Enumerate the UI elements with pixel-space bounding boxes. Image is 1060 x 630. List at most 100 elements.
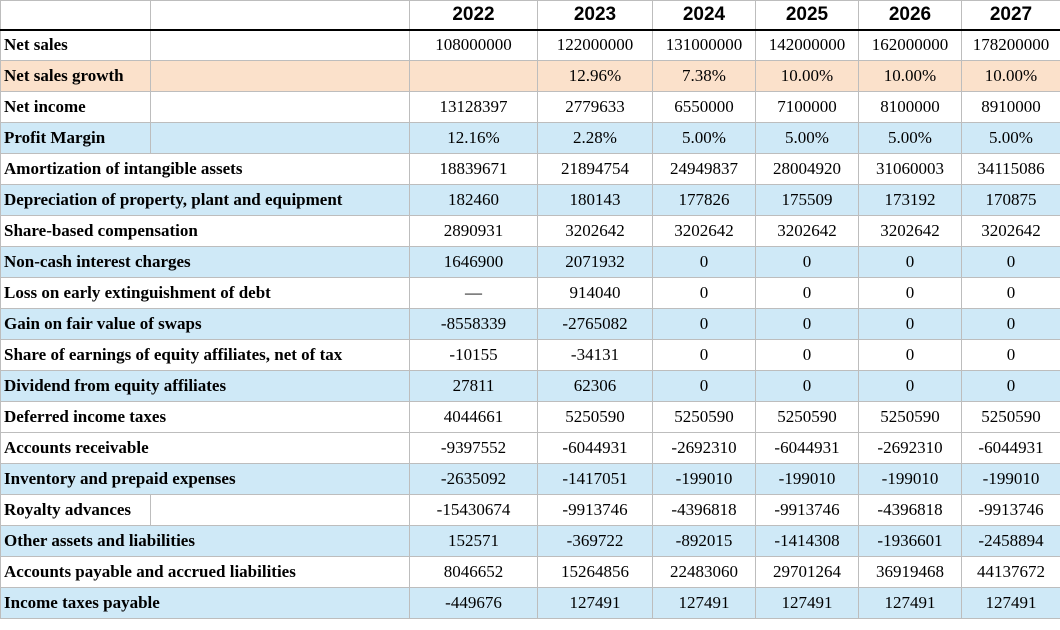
value-cell[interactable]: 29701264 [755,556,859,588]
value-cell[interactable]: -2692310 [652,432,756,464]
empty-cell[interactable] [150,587,410,619]
value-cell[interactable]: 5250590 [858,401,962,433]
row-label-cell[interactable]: Accounts receivable [0,432,151,464]
value-cell[interactable]: 3202642 [537,215,653,247]
value-cell[interactable]: 0 [858,246,962,278]
value-cell[interactable]: 178200000 [961,29,1060,61]
value-cell[interactable]: 5.00% [961,122,1060,154]
value-cell[interactable]: 44137672 [961,556,1060,588]
empty-cell[interactable] [150,246,410,278]
value-cell[interactable]: 36919468 [858,556,962,588]
value-cell[interactable]: -1936601 [858,525,962,557]
year-header[interactable]: 2022 [409,0,538,31]
value-cell[interactable]: 4044661 [409,401,538,433]
value-cell[interactable]: 5.00% [858,122,962,154]
empty-cell[interactable] [150,153,410,185]
value-cell[interactable]: 0 [858,308,962,340]
value-cell[interactable]: 5.00% [652,122,756,154]
value-cell[interactable]: 127491 [755,587,859,619]
row-label-cell[interactable]: Non-cash interest charges [0,246,191,278]
empty-cell[interactable] [150,432,410,464]
row-label-cell[interactable]: Net sales [0,29,151,61]
value-cell[interactable]: -10155 [409,339,538,371]
value-cell[interactable]: 2890931 [409,215,538,247]
value-cell[interactable]: 8910000 [961,91,1060,123]
value-cell[interactable]: 15264856 [537,556,653,588]
value-cell[interactable]: 1646900 [409,246,538,278]
value-cell[interactable]: -34131 [537,339,653,371]
value-cell[interactable]: 0 [755,370,859,402]
value-cell[interactable]: 0 [652,277,756,309]
row-label-cell[interactable]: Net income [0,91,151,123]
value-cell[interactable]: -2458894 [961,525,1060,557]
value-cell[interactable]: -9913746 [755,494,859,526]
value-cell[interactable]: 0 [755,339,859,371]
value-cell[interactable]: -199010 [961,463,1060,495]
value-cell[interactable]: 6550000 [652,91,756,123]
value-cell[interactable]: 127491 [537,587,653,619]
empty-cell[interactable] [150,215,410,247]
value-cell[interactable]: 0 [961,339,1060,371]
value-cell[interactable]: 177826 [652,184,756,216]
value-cell[interactable]: -1417051 [537,463,653,495]
row-label-cell[interactable]: Share-based compensation [0,215,198,247]
value-cell[interactable]: 152571 [409,525,538,557]
year-header[interactable]: 2024 [652,0,756,31]
value-cell[interactable]: 8100000 [858,91,962,123]
value-cell[interactable]: 13128397 [409,91,538,123]
value-cell[interactable]: 0 [755,277,859,309]
row-label-cell[interactable]: Share of earnings of equity affiliates, … [0,339,342,371]
empty-cell[interactable] [150,525,410,557]
value-cell[interactable]: 7.38% [652,60,756,92]
value-cell[interactable]: 12.16% [409,122,538,154]
value-cell[interactable]: 108000000 [409,29,538,61]
value-cell[interactable]: 0 [961,308,1060,340]
value-cell[interactable]: 142000000 [755,29,859,61]
value-cell[interactable]: 5250590 [537,401,653,433]
value-cell[interactable]: 2779633 [537,91,653,123]
value-cell[interactable]: 0 [858,370,962,402]
value-cell[interactable]: -892015 [652,525,756,557]
value-cell[interactable]: 2071932 [537,246,653,278]
value-cell[interactable]: 127491 [961,587,1060,619]
row-label-cell[interactable]: Depreciation of property, plant and equi… [0,184,342,216]
value-cell[interactable]: 170875 [961,184,1060,216]
value-cell[interactable]: -199010 [858,463,962,495]
value-cell[interactable]: 10.00% [858,60,962,92]
empty-cell[interactable] [150,184,410,216]
value-cell[interactable]: 0 [652,339,756,371]
empty-cell[interactable] [150,122,410,154]
value-cell[interactable]: 3202642 [961,215,1060,247]
value-cell[interactable]: -6044931 [961,432,1060,464]
value-cell[interactable]: 2.28% [537,122,653,154]
empty-cell[interactable] [150,60,410,92]
value-cell[interactable]: 3202642 [858,215,962,247]
row-label-cell[interactable]: Other assets and liabilities [0,525,195,557]
value-cell[interactable]: -15430674 [409,494,538,526]
value-cell[interactable]: -9913746 [537,494,653,526]
value-cell[interactable]: 10.00% [961,60,1060,92]
row-label-cell[interactable]: Inventory and prepaid expenses [0,463,236,495]
value-cell[interactable]: 5.00% [755,122,859,154]
value-cell[interactable]: 0 [961,370,1060,402]
value-cell[interactable]: 3202642 [755,215,859,247]
header-blank-cell[interactable] [0,0,151,31]
value-cell[interactable]: 0 [961,246,1060,278]
value-cell[interactable]: — [409,277,538,309]
value-cell[interactable]: -199010 [652,463,756,495]
value-cell[interactable]: 122000000 [537,29,653,61]
row-label-cell[interactable]: Deferred income taxes [0,401,166,433]
year-header[interactable]: 2027 [961,0,1060,31]
row-label-cell[interactable]: Loss on early extinguishment of debt [0,277,271,309]
value-cell[interactable]: 31060003 [858,153,962,185]
value-cell[interactable]: -2765082 [537,308,653,340]
empty-cell[interactable] [150,463,410,495]
empty-cell[interactable] [150,494,410,526]
value-cell[interactable]: 0 [858,277,962,309]
value-cell[interactable]: -2692310 [858,432,962,464]
empty-cell[interactable] [150,91,410,123]
value-cell[interactable]: 18839671 [409,153,538,185]
value-cell[interactable]: 0 [755,308,859,340]
value-cell[interactable]: -9913746 [961,494,1060,526]
value-cell[interactable] [409,60,538,92]
